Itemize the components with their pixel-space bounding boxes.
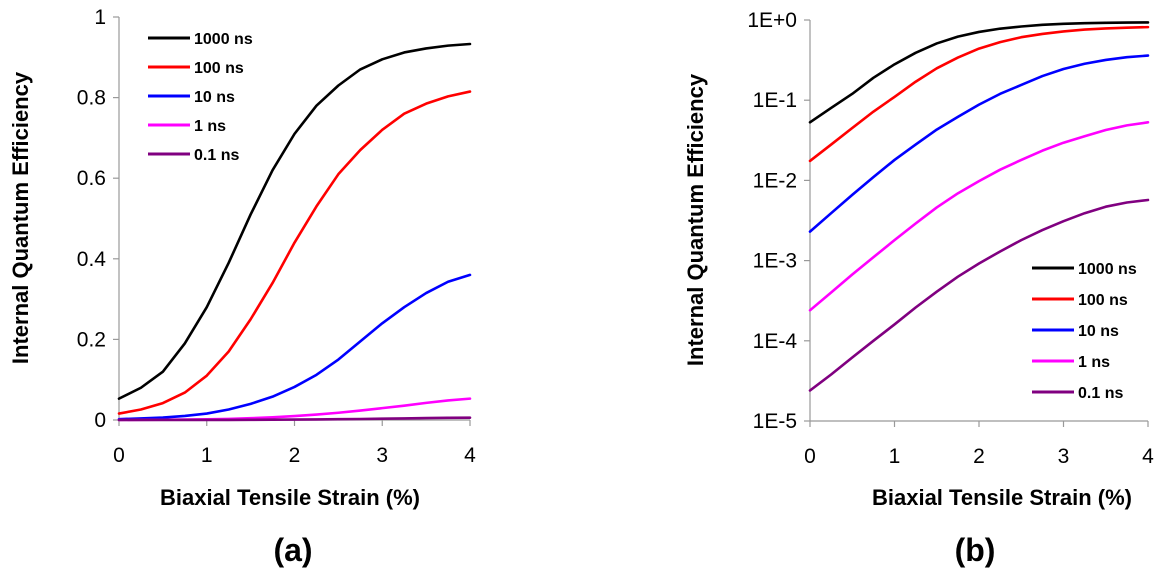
legend-label: 1 ns xyxy=(194,118,226,135)
x-tick-label: 3 xyxy=(1058,445,1070,468)
legend-label: 0.1 ns xyxy=(1078,385,1123,402)
x-tick-label: 2 xyxy=(289,444,301,467)
legend: 1000 ns 100 ns 10 ns 1 ns 0.1 ns xyxy=(1032,261,1137,402)
y-tick-label: 1E-5 xyxy=(753,410,797,433)
x-axis-label: Biaxial Tensile Strain (%) xyxy=(160,485,420,510)
x-tick-label: 0 xyxy=(113,444,125,467)
y-tick-label: 0.4 xyxy=(77,248,107,271)
chart-panel-a: 0 0.2 0.4 0.6 0.8 1 0 1 2 3 4 Biaxial Tensile Strai… xyxy=(8,6,476,568)
series-line-0-1-ns xyxy=(117,416,472,422)
legend-label: 1 ns xyxy=(1078,354,1110,371)
x-tick-label: 4 xyxy=(464,444,476,467)
y-tick-label: 1E+0 xyxy=(747,9,797,32)
y-tick-label: 0.8 xyxy=(77,87,106,110)
x-tick-label: 2 xyxy=(973,445,985,468)
x-tick-label: 0 xyxy=(804,445,816,468)
y-tick-label: 0.6 xyxy=(77,167,106,190)
series-line-0-1-ns xyxy=(808,198,1150,392)
panel-label: (a) xyxy=(273,532,312,568)
y-tick-label: 1 xyxy=(94,6,106,29)
y-tick-label: 1E-3 xyxy=(753,250,797,273)
legend: 1000 ns 100 ns 10 ns 1 ns 0.1 ns xyxy=(148,31,253,164)
legend-label: 100 ns xyxy=(1078,292,1128,309)
series-line-1000-ns xyxy=(117,42,472,400)
y-tick-label: 1E-1 xyxy=(753,89,797,112)
legend-label: 0.1 ns xyxy=(194,147,239,164)
y-tick-label: 1E-2 xyxy=(753,169,797,192)
x-tick-label: 1 xyxy=(201,444,213,467)
chart-panel-b: 1E-5 1E-4 1E-3 1E-2 1E-1 1E+0 0 1 2 3 4 Biaxial Ten… xyxy=(683,9,1154,568)
series-line-10-ns xyxy=(808,54,1150,233)
series-line-100-ns xyxy=(117,90,472,415)
x-tick-label: 4 xyxy=(1142,445,1154,468)
x-tick-label: 3 xyxy=(376,444,388,467)
legend-label: 10 ns xyxy=(1078,323,1119,340)
legend-label: 100 ns xyxy=(194,60,244,77)
series-line-1000-ns xyxy=(808,21,1150,124)
y-tick-label: 1E-4 xyxy=(753,330,798,353)
legend-label: 1000 ns xyxy=(194,31,253,48)
series-line-10-ns xyxy=(117,273,472,421)
y-axis-label: Internal Quantum Efficiency xyxy=(8,71,33,364)
series-line-100-ns xyxy=(808,25,1150,163)
y-tick-label: 0.2 xyxy=(77,328,106,351)
y-axis-label: Internal Quantum Efficiency xyxy=(683,73,708,366)
panel-label: (b) xyxy=(955,532,996,568)
x-tick-label: 1 xyxy=(889,445,901,468)
series-line-1-ns xyxy=(808,121,1150,312)
legend-label: 1000 ns xyxy=(1078,261,1137,278)
x-axis-label: Biaxial Tensile Strain (%) xyxy=(872,485,1132,510)
y-tick-label: 0 xyxy=(94,409,106,432)
legend-label: 10 ns xyxy=(194,89,235,106)
